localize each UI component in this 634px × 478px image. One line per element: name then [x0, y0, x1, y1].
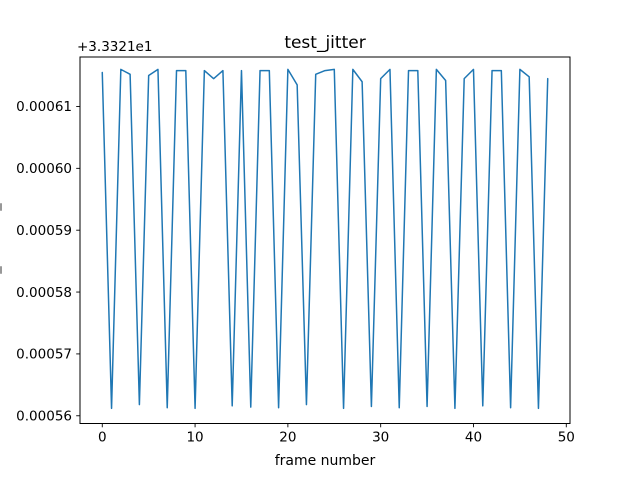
y-ticklabel: 0.00057 — [16, 347, 72, 363]
x-ticklabel: 0 — [98, 430, 107, 446]
axes-box — [79, 56, 571, 424]
clipped-ylabel-fragment — [0, 266, 2, 274]
x-ticklabel: 50 — [558, 430, 575, 446]
y-ticklabel: 0.00061 — [16, 99, 72, 115]
x-ticklabels: 0 10 20 30 40 50 — [98, 430, 575, 446]
y-ticklabel: 0.00060 — [16, 161, 72, 177]
x-ticklabel: 30 — [372, 430, 389, 446]
y-ticks — [76, 106, 80, 417]
y-ticklabels: 0.00056 0.00057 0.00058 0.00059 0.00060 0.000… — [16, 99, 72, 424]
chart-title: test_jitter — [284, 33, 365, 53]
y-ticklabel: 0.00056 — [16, 408, 72, 424]
x-ticklabel: 40 — [465, 430, 482, 446]
x-ticklabel: 20 — [279, 430, 296, 446]
y-ticklabel: 0.00059 — [16, 223, 72, 239]
y-ticklabel: 0.00058 — [16, 285, 72, 301]
x-ticklabel: 10 — [186, 430, 203, 446]
x-axis-label: frame number — [275, 453, 376, 469]
x-ticks — [101, 423, 567, 428]
clipped-ylabel-fragment — [0, 203, 2, 211]
y-axis-offset-text: +3.3321e1 — [77, 39, 152, 55]
data-line — [101, 68, 549, 410]
